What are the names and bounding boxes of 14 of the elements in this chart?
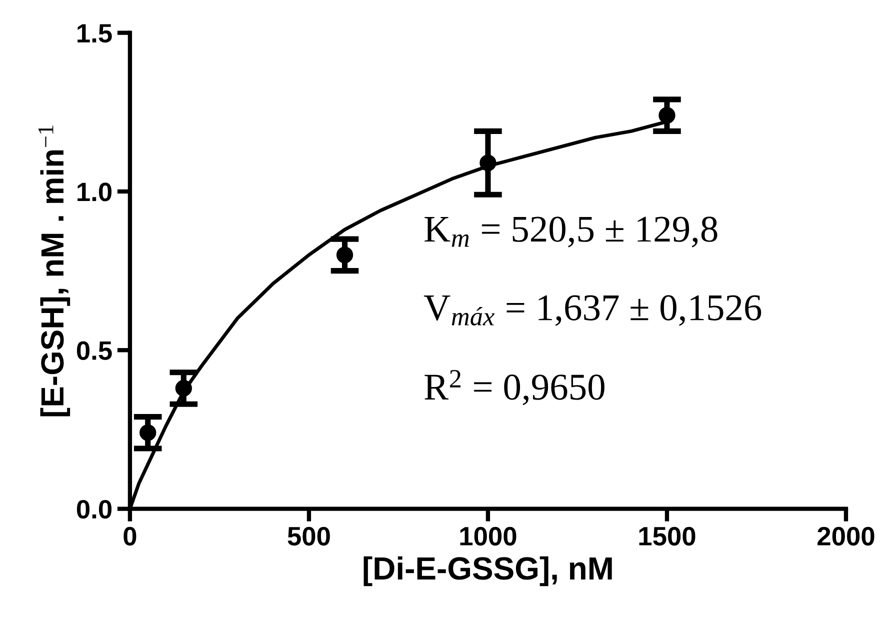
x-tick-label: 0 [124, 526, 136, 546]
y-tick-label: 1.0 [78, 182, 112, 202]
y-tick-label: 0.5 [76, 341, 112, 360]
y-axis-title: [E-GSH], nM . min$^{−1}$ [38, 126, 70, 416]
annotation: K$_{m}$ = 520,5 ± 129,8 [424, 216, 718, 248]
x-axis-title: [Di-E-GSSG], nM [364, 556, 612, 586]
x-tick-label: 2000 [818, 526, 874, 546]
y-tick-label: 0.0 [76, 500, 112, 519]
x-tick-label: 500 [288, 526, 330, 546]
x-tick-label: 1000 [460, 526, 516, 546]
annotation: R$^{2}$ = 0,9650 [424, 370, 604, 406]
y-tick-label: 1.5 [78, 24, 112, 43]
annotation: V$_{máx}$ = 1,637 ± 0,1526 [424, 295, 762, 326]
x-tick-label: 1500 [639, 526, 696, 546]
